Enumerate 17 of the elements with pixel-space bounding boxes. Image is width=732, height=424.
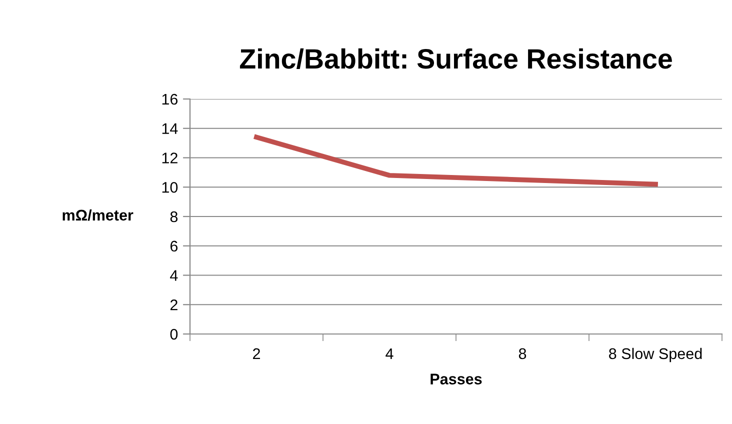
chart-title: Zinc/Babbitt: Surface Resistance xyxy=(240,48,672,69)
x-axis-title: Passes xyxy=(430,374,482,384)
y-tick-label: 8 xyxy=(170,211,178,222)
y-tick-label: 16 xyxy=(162,94,178,105)
y-tick-label: 6 xyxy=(170,240,178,252)
y-tick-label: 2 xyxy=(170,299,178,310)
x-tick-label: 2 xyxy=(253,348,260,359)
y-tick-label: 4 xyxy=(170,270,178,281)
x-tick-label: 8 xyxy=(518,348,526,360)
y-axis-title: mΩ/meter xyxy=(62,209,134,221)
y-tick-label: 14 xyxy=(162,123,178,134)
line-series xyxy=(254,134,658,187)
y-tick-label: 10 xyxy=(162,182,178,193)
y-tick-label: 12 xyxy=(162,152,178,164)
x-tick-label: 4 xyxy=(386,348,394,359)
y-tick-label: 0 xyxy=(170,328,178,340)
x-tick-label: 8 Slow Speed xyxy=(609,348,702,362)
